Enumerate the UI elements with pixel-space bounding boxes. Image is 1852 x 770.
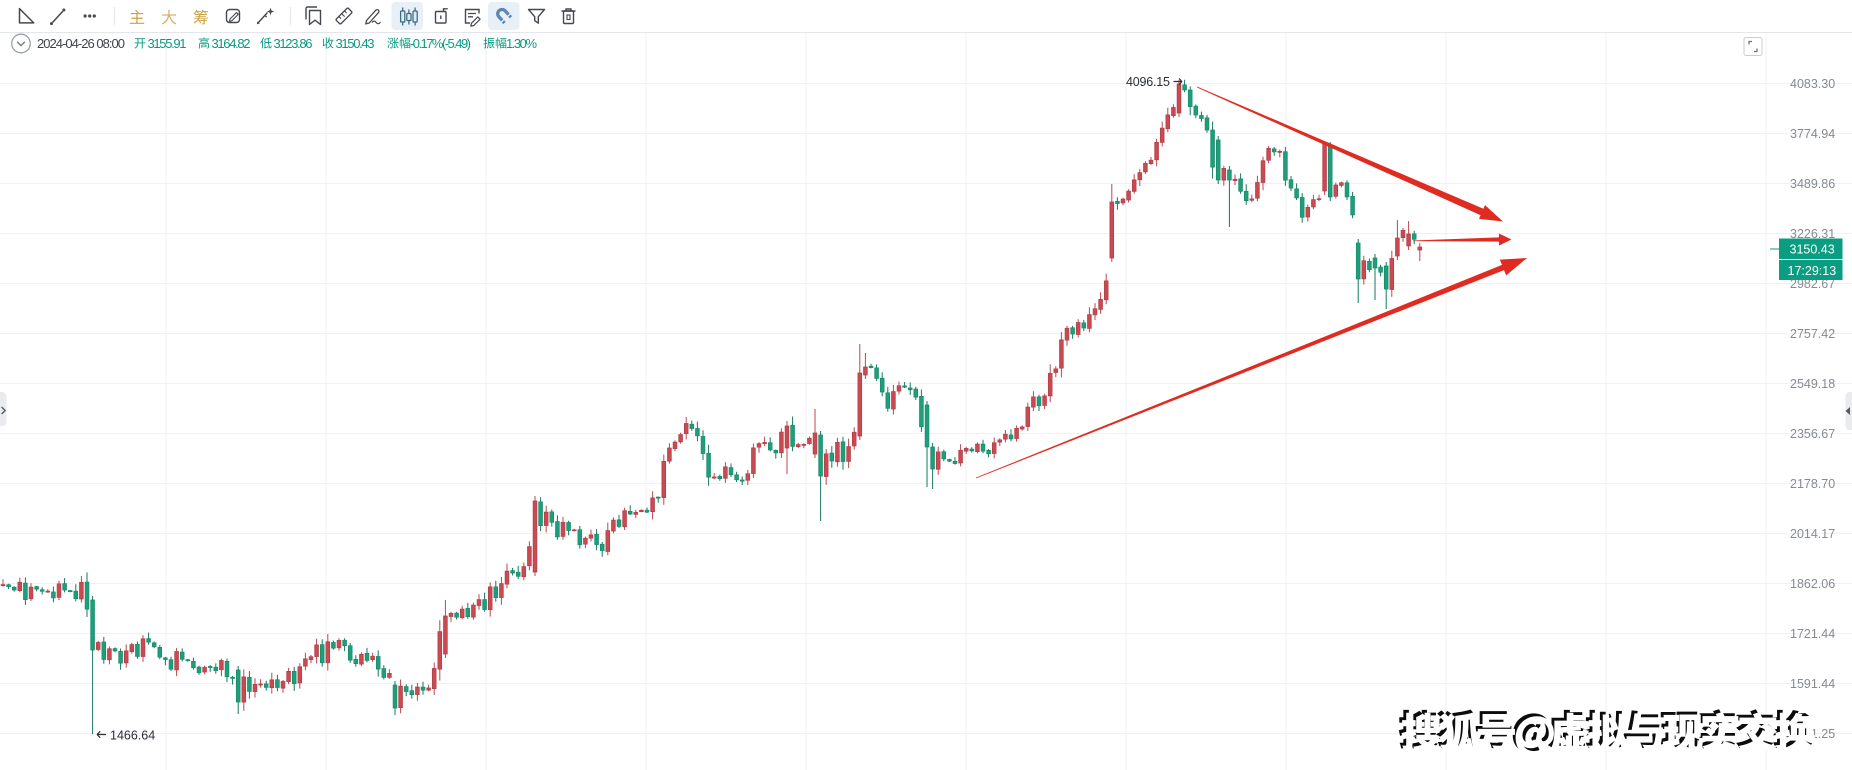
svg-text:2014.17: 2014.17 xyxy=(1790,527,1835,541)
svg-text:4096.15: 4096.15 xyxy=(1126,75,1170,89)
svg-text:3150.43: 3150.43 xyxy=(1790,243,1835,257)
svg-text:1591.44: 1591.44 xyxy=(1790,677,1835,691)
svg-text:2178.70: 2178.70 xyxy=(1790,477,1835,491)
svg-text:3489.86: 3489.86 xyxy=(1790,177,1835,191)
svg-text:1721.44: 1721.44 xyxy=(1790,627,1835,641)
svg-text:2757.42: 2757.42 xyxy=(1790,327,1835,341)
svg-text:3164.82: 3164.82 xyxy=(212,36,251,51)
svg-text:3774.94: 3774.94 xyxy=(1790,127,1835,141)
svg-text:3150.43: 3150.43 xyxy=(336,36,375,51)
svg-text:2549.18: 2549.18 xyxy=(1790,377,1835,391)
svg-text:1862.06: 1862.06 xyxy=(1790,577,1835,591)
svg-text:1466.64: 1466.64 xyxy=(110,729,155,743)
svg-text:-0.17%(-5.49): -0.17%(-5.49) xyxy=(410,36,471,51)
svg-text:4083.30: 4083.30 xyxy=(1790,77,1835,91)
svg-text:3155.91: 3155.91 xyxy=(148,36,187,51)
svg-text:2024-04-26 08:00: 2024-04-26 08:00 xyxy=(37,36,125,51)
svg-text:1.30%: 1.30% xyxy=(506,36,537,51)
svg-text:2982.67: 2982.67 xyxy=(1790,277,1835,291)
svg-text:2356.67: 2356.67 xyxy=(1790,427,1835,441)
svg-text:3123.86: 3123.86 xyxy=(274,36,313,51)
svg-text:3226.31: 3226.31 xyxy=(1790,227,1835,241)
svg-text:17:29:13: 17:29:13 xyxy=(1788,264,1837,278)
